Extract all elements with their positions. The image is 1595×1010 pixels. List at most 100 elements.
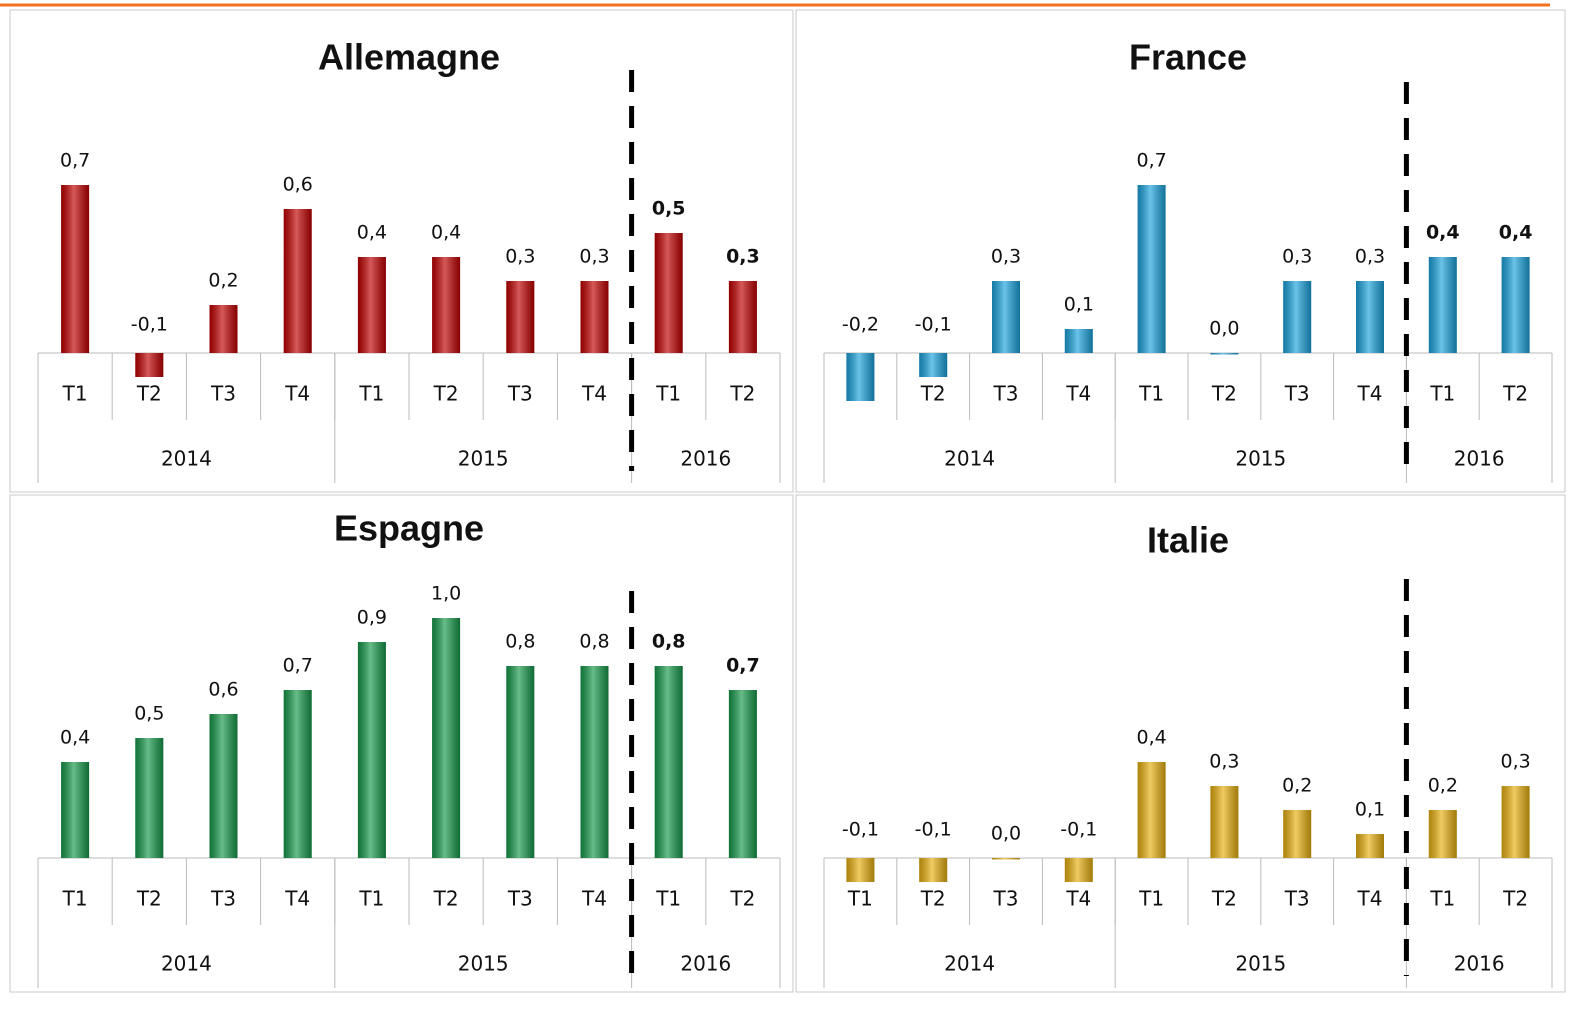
value-label: 0,3 xyxy=(1282,246,1312,268)
bar-shine xyxy=(846,858,875,882)
value-label: 0,3 xyxy=(1355,246,1385,268)
bar-shine xyxy=(654,666,683,858)
bar-shine xyxy=(506,281,535,353)
value-label: 0,3 xyxy=(579,246,609,268)
value-label: 0,4 xyxy=(1499,222,1533,244)
value-label: -0,1 xyxy=(842,819,879,841)
group-label: 2014 xyxy=(944,952,995,976)
bar-shine xyxy=(728,281,757,353)
x-tick-label: T4 xyxy=(1065,887,1091,911)
x-tick-label: T2 xyxy=(136,887,162,911)
bar-shine xyxy=(1064,329,1093,353)
x-tick-label: T4 xyxy=(1357,382,1383,406)
x-tick-label: T3 xyxy=(507,887,533,911)
value-label: 0,4 xyxy=(357,222,387,244)
value-label: 0,3 xyxy=(1209,751,1239,773)
x-tick-label: T3 xyxy=(507,382,533,406)
x-tick-label: T3 xyxy=(1284,887,1310,911)
group-label: 2014 xyxy=(161,952,212,976)
value-label: 0,4 xyxy=(1136,727,1166,749)
value-label: -0,1 xyxy=(915,314,952,336)
panel-border xyxy=(9,9,794,493)
group-label: 2016 xyxy=(1454,447,1505,471)
group-label: 2014 xyxy=(161,447,212,471)
group-label: 2016 xyxy=(680,952,731,976)
chart-title: France xyxy=(1129,37,1247,78)
value-label: 0,4 xyxy=(431,222,461,244)
x-tick-label: T2 xyxy=(433,382,459,406)
bar-shine xyxy=(1283,281,1312,353)
bar-shine xyxy=(654,233,683,353)
x-tick-label: T1 xyxy=(655,887,681,911)
bar-shine xyxy=(61,185,90,353)
x-tick-label: T2 xyxy=(1211,382,1237,406)
bar-shine xyxy=(432,257,461,353)
value-label: 0,4 xyxy=(60,727,90,749)
bar-shine xyxy=(1137,762,1166,858)
bar-shine xyxy=(432,618,461,858)
value-label: -0,1 xyxy=(1060,819,1097,841)
bar-shine xyxy=(1064,858,1093,882)
value-label: 0,7 xyxy=(283,655,313,677)
bar-shine xyxy=(1210,786,1239,858)
x-tick-label: T1 xyxy=(358,382,384,406)
x-tick-label: T3 xyxy=(210,887,236,911)
bar-shine xyxy=(1428,257,1457,353)
value-label: 0,3 xyxy=(1500,751,1530,773)
value-label: 0,7 xyxy=(1136,150,1166,172)
bar-shine xyxy=(209,305,238,353)
x-tick-label: T4 xyxy=(284,887,310,911)
bar-shine xyxy=(1210,353,1239,355)
value-label: 0,7 xyxy=(60,150,90,172)
group-label: 2015 xyxy=(458,952,509,976)
bar-shine xyxy=(1501,257,1530,353)
x-tick-label: T2 xyxy=(136,382,162,406)
bar-shine xyxy=(357,257,386,353)
chart-title: Italie xyxy=(1147,520,1229,561)
group-label: 2016 xyxy=(680,447,731,471)
group-label: 2015 xyxy=(1235,952,1286,976)
value-label: 0,3 xyxy=(991,246,1021,268)
panel-border xyxy=(795,494,1566,993)
panel-border xyxy=(9,494,794,993)
value-label: 0,9 xyxy=(357,607,387,629)
bar-shine xyxy=(1428,810,1457,858)
x-tick-label: T4 xyxy=(1357,887,1383,911)
bar-shine xyxy=(135,353,164,377)
value-label: 0,6 xyxy=(208,679,238,701)
value-label: 0,2 xyxy=(1282,775,1312,797)
value-label: 0,4 xyxy=(1426,222,1460,244)
x-tick-label: T3 xyxy=(993,887,1019,911)
value-label: 0,8 xyxy=(579,631,609,653)
bar-shine xyxy=(1501,786,1530,858)
x-tick-label: T1 xyxy=(1429,887,1455,911)
value-label: 0,2 xyxy=(1428,775,1458,797)
value-label: 0,6 xyxy=(283,174,313,196)
value-label: -0,1 xyxy=(915,819,952,841)
panel-border xyxy=(795,9,1566,493)
x-tick-label: T1 xyxy=(1138,382,1164,406)
value-label: 0,1 xyxy=(1064,294,1094,316)
value-label: -0,2 xyxy=(842,314,879,336)
bar-shine xyxy=(283,209,312,353)
x-tick-label: T2 xyxy=(1502,382,1528,406)
x-tick-label: T1 xyxy=(655,382,681,406)
bar-shine xyxy=(1356,281,1384,353)
x-tick-label: T1 xyxy=(358,887,384,911)
chart-title: Espagne xyxy=(334,508,484,549)
bar-shine xyxy=(506,666,535,858)
value-label: 0,0 xyxy=(1209,318,1239,340)
bar-shine xyxy=(1283,810,1312,858)
x-tick-label: T2 xyxy=(1211,887,1237,911)
x-tick-label: T4 xyxy=(284,382,310,406)
x-tick-label: T2 xyxy=(433,887,459,911)
bar-shine xyxy=(846,353,875,401)
bar-shine xyxy=(357,642,386,858)
bar-shine xyxy=(61,762,90,858)
x-tick-label: T4 xyxy=(1065,382,1091,406)
x-tick-label: T4 xyxy=(581,887,607,911)
x-tick-label: T3 xyxy=(993,382,1019,406)
group-label: 2016 xyxy=(1454,952,1505,976)
x-tick-label: T1 xyxy=(62,887,88,911)
